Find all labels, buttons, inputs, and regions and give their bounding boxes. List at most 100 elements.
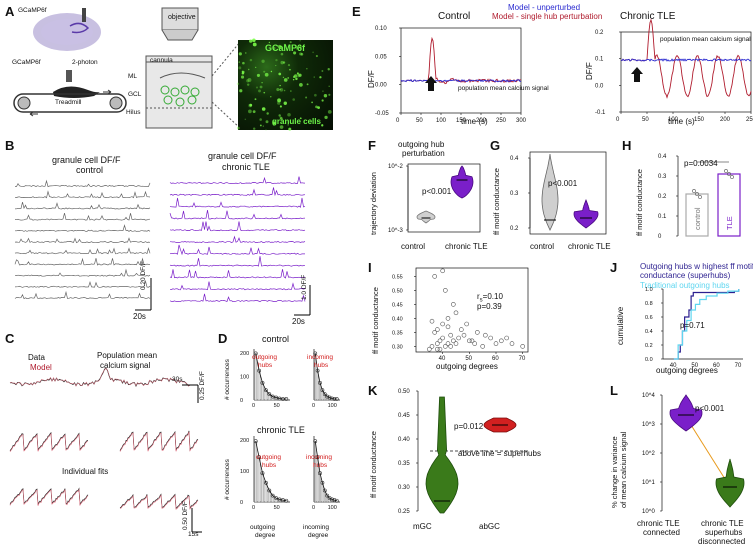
cell-dot	[327, 68, 330, 71]
zoom-lines	[211, 41, 241, 129]
hist-fit-line	[314, 441, 337, 502]
violin-shape	[450, 165, 474, 199]
bar	[717, 173, 741, 237]
hist-fit-line	[255, 441, 287, 502]
cell-dot	[312, 51, 314, 54]
cell-dot	[292, 98, 295, 101]
cell-dot	[244, 52, 247, 54]
i-rs: rs=0.10	[477, 293, 503, 304]
panel-letter-a: A	[5, 4, 15, 19]
cell-dot	[249, 39, 253, 43]
cell-dot	[259, 118, 262, 121]
connecting-line	[685, 416, 731, 488]
c-data-label: Data	[28, 353, 45, 362]
trace-line	[14, 190, 151, 199]
c-population-trace	[9, 367, 191, 388]
cell-dot	[241, 70, 244, 73]
f-cat2: chronic TLE	[445, 242, 488, 251]
cell-dot	[277, 98, 282, 103]
f-pvalue: p<0.001	[422, 187, 452, 196]
scatter-point	[448, 344, 453, 349]
microscopy-cells	[236, 38, 332, 131]
i-ylabel: ff motif conductance	[371, 287, 380, 354]
cell-dot	[278, 72, 282, 76]
cell-dot	[279, 87, 284, 92]
cell-dot	[279, 84, 281, 87]
cell-dot	[280, 52, 284, 56]
x-tick-label: 0	[252, 403, 255, 409]
cdf-line-2	[673, 289, 740, 360]
trace-line	[169, 256, 306, 267]
hist-point	[267, 488, 272, 493]
scatter-point	[443, 288, 448, 293]
cell-dot	[255, 86, 259, 89]
scatter-point	[435, 341, 440, 346]
y-tick-label: 0.45	[398, 413, 410, 419]
hist-bar	[254, 353, 258, 401]
cell-dot	[270, 96, 272, 98]
cell-dot	[292, 78, 295, 81]
y-tick-label: 0.3	[510, 191, 519, 197]
cell-dot	[275, 58, 278, 62]
bar	[685, 193, 709, 237]
scatter-point	[459, 327, 464, 332]
panel-letter-b: B	[5, 138, 15, 153]
hist-point	[263, 480, 268, 485]
cell-dot	[322, 90, 324, 92]
y-tick-label: 0.55	[392, 274, 403, 280]
e-tle-chart: -0.1 0.0 0.1 0.2 0 50 100 150 200 250	[595, 18, 753, 123]
panel-letter-j: J	[610, 260, 618, 275]
scatter-point	[520, 344, 525, 349]
cell-dot	[252, 42, 257, 47]
y-tick-label: 0	[240, 500, 243, 506]
y-tick-label: 0.25	[398, 509, 410, 515]
trace-line	[169, 269, 306, 279]
y-tick-label: 0.2	[510, 226, 519, 232]
scatter-point	[443, 344, 448, 349]
gcamp-brain-label: GCaMP6f	[18, 7, 47, 14]
cell-dot	[279, 105, 282, 108]
cell-dot	[282, 61, 286, 64]
y-tick-label: 0.2	[645, 343, 653, 349]
l-cat2-2: superhubs	[705, 528, 743, 537]
l-pval: p<0.001	[695, 404, 725, 413]
k-line-label: above line = superhubs	[458, 449, 541, 458]
trace-line	[169, 281, 306, 291]
panel-letter-l: L	[610, 383, 618, 398]
hist-fit-line	[255, 353, 287, 400]
cell-dot	[249, 58, 253, 62]
cell-dot	[277, 101, 281, 105]
x-tick-label: 0	[252, 505, 255, 511]
j-chart: 0.0 0.2 0.4 0.6 0.8 1.0 40 50 60 70	[645, 287, 743, 369]
y-tick-label: 10^3	[642, 422, 655, 428]
x-tick-label: 100	[328, 505, 337, 511]
scatter-point	[480, 344, 485, 349]
trace-line	[14, 247, 151, 255]
plot-frame	[620, 31, 752, 113]
e-legend-unperturbed: Model - unperturbed	[508, 3, 581, 12]
hist-point	[325, 493, 330, 498]
cell-dot	[296, 72, 299, 75]
cell-dot	[287, 124, 289, 126]
trace-line	[14, 279, 151, 288]
trace-line	[169, 221, 306, 232]
y-tick-label: 0.2	[595, 30, 604, 36]
y-tick-label: 0.05	[375, 54, 387, 60]
cell-dot	[253, 42, 255, 45]
l-cat1-2: connected	[643, 528, 680, 537]
violin-shape	[715, 458, 745, 508]
hist-point	[330, 497, 334, 502]
hist-point	[267, 392, 272, 397]
x-tick-label: 60	[713, 363, 720, 369]
cell-dot	[244, 118, 247, 121]
trace-line	[169, 187, 306, 197]
cell-dot	[321, 99, 324, 102]
cell-dot	[295, 77, 298, 81]
c-model-label: Model	[30, 363, 52, 372]
cell-dot	[306, 83, 309, 86]
fit-model-line	[119, 494, 199, 510]
panel-letter-g: G	[490, 138, 501, 153]
hist-point	[327, 395, 332, 400]
scatter-point	[493, 341, 499, 346]
cell-dot	[278, 114, 281, 117]
